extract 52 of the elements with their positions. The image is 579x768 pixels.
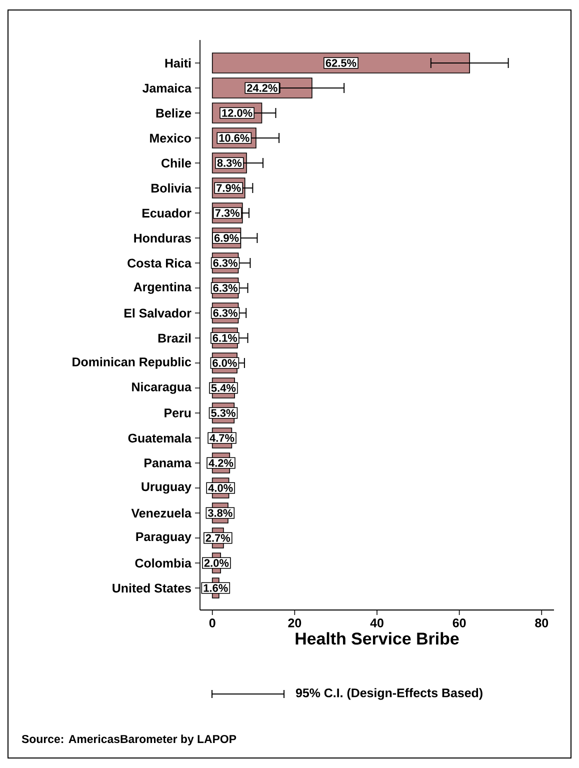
data-label: 7.9% [216, 184, 241, 192]
data-label: 5.4% [211, 384, 236, 392]
data-label: 7.3% [215, 209, 240, 217]
data-label: 4.2% [208, 459, 234, 467]
y-tick-label: Mexico [150, 133, 191, 143]
y-tick-label: United States [112, 583, 191, 593]
x-tick-label: 60 [452, 618, 466, 628]
x-tick-label: 20 [288, 618, 302, 628]
y-tick-label: Peru [164, 408, 191, 418]
source-note: Source: AmericasBarometer by LAPOP [22, 734, 236, 746]
y-tick-label: Brazil [158, 333, 191, 343]
data-label: 4.7% [210, 434, 234, 442]
y-tick-label: Venezuela [131, 508, 192, 518]
y-tick-label: Nicaragua [132, 382, 192, 394]
y-tick-label: Belize [156, 108, 192, 118]
x-tick-label: 0 [209, 618, 216, 628]
y-tick-label: Panama [144, 458, 192, 468]
data-label: 6.1% [212, 334, 238, 342]
data-label: 12.0% [222, 109, 252, 117]
data-label: 6.0% [212, 359, 237, 367]
data-label: 5.3% [211, 409, 236, 417]
data-label: 2.7% [206, 534, 230, 542]
data-label: 6.3% [213, 259, 238, 267]
data-label: 4.0% [208, 484, 233, 492]
text: 95% C.I. (Design-Effects Based) [296, 688, 482, 700]
y-tick-label: Uruguay [142, 482, 192, 494]
data-label: 3.8% [208, 509, 232, 517]
y-tick-label: Dominican Republic [72, 357, 192, 369]
y-tick-label: Bolivia [151, 183, 192, 193]
data-label: 24.2% [246, 84, 278, 92]
y-tick-label: Colombia [135, 558, 192, 568]
y-tick-label: Guatemala [128, 433, 192, 443]
y-tick-label: Costa Rica [128, 258, 192, 268]
data-label: 10.6% [219, 134, 250, 142]
data-label: 6.3% [213, 309, 238, 317]
x-tick-label: 80 [535, 618, 548, 628]
x-tick-label: 40 [370, 618, 384, 628]
y-tick-label: Argentina [134, 282, 192, 294]
y-tick-label: Honduras [134, 233, 191, 243]
data-label: 2.0% [204, 559, 229, 567]
y-tick-label: Haiti [165, 58, 191, 68]
data-label: 1.6% [204, 584, 228, 592]
y-tick-label: Jamaica [142, 83, 192, 93]
y-tick-label: Paraguay [136, 532, 192, 544]
y-tick-label: Ecuador [142, 208, 192, 218]
data-label: 62.5% [326, 59, 356, 67]
data-label: 6.3% [213, 284, 238, 292]
data-label: 8.3% [217, 159, 242, 167]
x-axis-title: Health Service Bribe [296, 632, 459, 645]
y-tick-label: El Salvador [124, 308, 192, 318]
y-tick-label: Chile [162, 158, 192, 168]
data-label: 6.9% [214, 234, 239, 242]
